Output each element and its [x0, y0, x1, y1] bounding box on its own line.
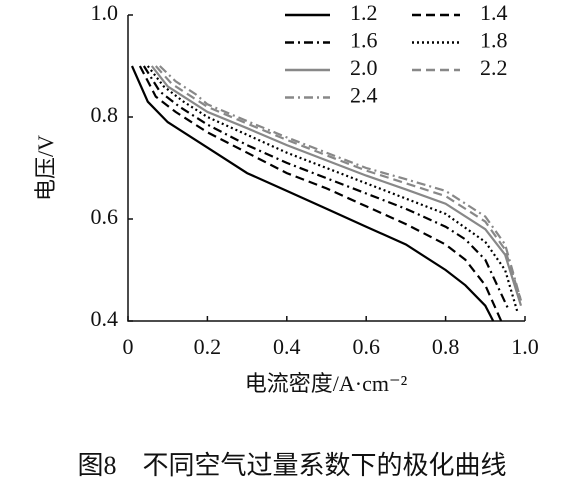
- legend-label: 1.8: [480, 28, 508, 53]
- caption: 图8 不同空气过量系数下的极化曲线: [77, 451, 506, 480]
- y-tick-label: 0.6: [91, 204, 119, 229]
- series-line: [146, 65, 519, 312]
- legend-label: 1.4: [480, 0, 508, 25]
- y-tick-label: 0.8: [91, 102, 119, 127]
- legend-label: 1.6: [350, 28, 378, 53]
- y-tick-label: 1.0: [91, 0, 119, 25]
- y-axis-label: 电压/V: [33, 135, 58, 201]
- x-tick-label: 0: [123, 334, 134, 359]
- x-tick-label: 0.2: [194, 334, 222, 359]
- series-line: [130, 65, 495, 322]
- series-line: [150, 65, 523, 307]
- x-tick-label: 0.8: [432, 334, 460, 359]
- y-tick-label: 0.4: [91, 306, 119, 331]
- series-line: [138, 65, 503, 322]
- x-tick-label: 0.4: [273, 334, 301, 359]
- x-tick-label: 0.6: [352, 334, 380, 359]
- legend-label: 2.0: [350, 55, 378, 80]
- series-line: [159, 65, 523, 301]
- axes: [127, 15, 525, 322]
- x-tick-label: 1.0: [511, 334, 539, 359]
- series-line: [154, 65, 523, 301]
- legend-label: 1.2: [350, 0, 378, 25]
- x-axis-label: 电流密度/A·cm⁻²: [245, 371, 408, 396]
- legend-label: 2.2: [480, 55, 508, 80]
- legend-label: 2.4: [350, 83, 378, 108]
